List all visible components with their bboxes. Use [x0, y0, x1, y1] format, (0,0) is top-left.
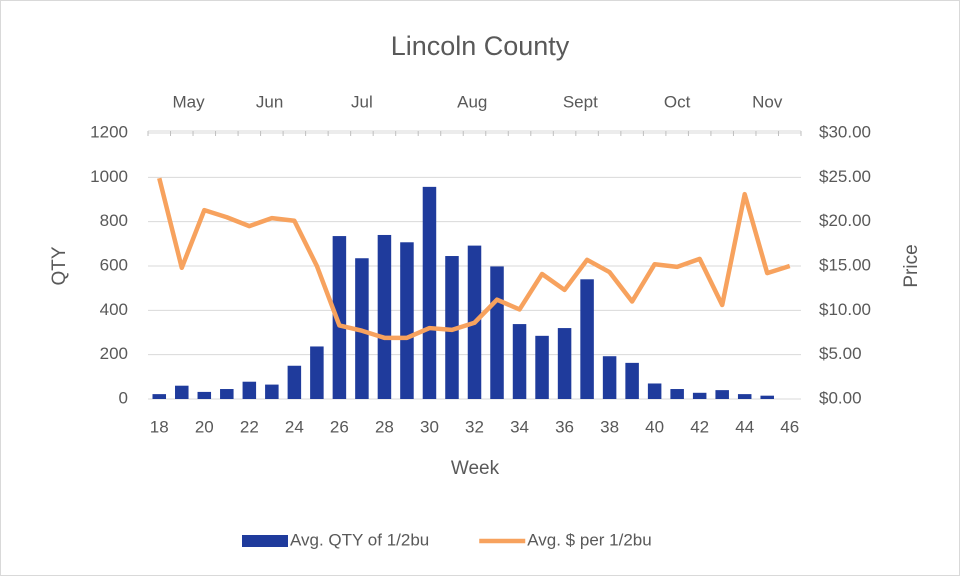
month-label: May	[172, 92, 205, 111]
bar	[377, 234, 392, 399]
y2-tick-label: $20.00	[819, 211, 871, 230]
bar	[557, 328, 572, 399]
month-label: Aug	[457, 92, 487, 111]
bar	[602, 356, 617, 399]
legend-label: Avg. QTY of 1/2bu	[290, 530, 429, 549]
legend-label: Avg. $ per 1/2bu	[527, 530, 651, 549]
y2-tick-label: $25.00	[819, 167, 871, 186]
x-tick-label: 24	[285, 417, 304, 436]
month-label: Jun	[256, 92, 283, 111]
bar	[490, 266, 504, 399]
y-tick-label: 200	[100, 344, 128, 363]
x-tick-label: 32	[465, 417, 484, 436]
y-tick-label: 1200	[90, 122, 128, 141]
bar	[625, 362, 639, 399]
x-tick-label: 40	[645, 417, 664, 436]
bar	[175, 385, 189, 399]
bar	[152, 394, 167, 399]
bar	[580, 279, 594, 399]
y-tick-label: 0	[119, 388, 128, 407]
y2-tick-label: $30.00	[819, 122, 871, 141]
bar	[715, 390, 729, 399]
legend-swatch	[242, 535, 288, 547]
x-tick-label: 44	[735, 417, 754, 436]
y2-axis-title: Price	[901, 244, 922, 287]
x-tick-label: 22	[240, 417, 259, 436]
bar	[535, 335, 549, 399]
x-tick-label: 18	[150, 417, 169, 436]
month-label: Sept	[563, 92, 598, 111]
x-tick-label: 38	[600, 417, 619, 436]
x-tick-label: 26	[330, 417, 349, 436]
bar	[197, 391, 212, 399]
bar	[220, 389, 234, 399]
bar	[287, 365, 302, 399]
bar	[737, 394, 752, 399]
y-axis-title: QTY	[49, 246, 70, 285]
x-tick-label: 36	[555, 417, 574, 436]
bar	[242, 381, 257, 399]
bar	[760, 395, 774, 399]
y2-tick-label: $10.00	[819, 300, 871, 319]
bar	[670, 389, 684, 399]
chart-title: Lincoln County	[391, 31, 570, 61]
bar	[422, 186, 437, 399]
x-tick-label: 34	[510, 417, 529, 436]
y-tick-label: 800	[100, 211, 128, 230]
bar	[647, 383, 662, 399]
line	[157, 177, 791, 341]
bar	[692, 392, 707, 399]
month-label: Oct	[664, 92, 691, 111]
bar	[332, 236, 347, 399]
bar	[400, 242, 414, 399]
y-tick-label: 600	[100, 255, 128, 274]
x-tick-label: 42	[690, 417, 709, 436]
y2-tick-label: $5.00	[819, 344, 862, 363]
x-axis-title: Week	[451, 458, 500, 479]
month-label: Nov	[752, 92, 783, 111]
x-tick-label: 28	[375, 417, 394, 436]
y-tick-label: 400	[100, 300, 128, 319]
x-tick-label: 30	[420, 417, 439, 436]
y-tick-label: 1000	[90, 167, 128, 186]
y2-tick-label: $15.00	[819, 255, 871, 274]
bar	[512, 324, 527, 399]
bar	[265, 384, 279, 399]
x-tick-label: 46	[780, 417, 799, 436]
bar	[310, 346, 324, 399]
y2-tick-label: $0.00	[819, 388, 862, 407]
month-label: Jul	[351, 92, 373, 111]
x-tick-label: 20	[195, 417, 214, 436]
